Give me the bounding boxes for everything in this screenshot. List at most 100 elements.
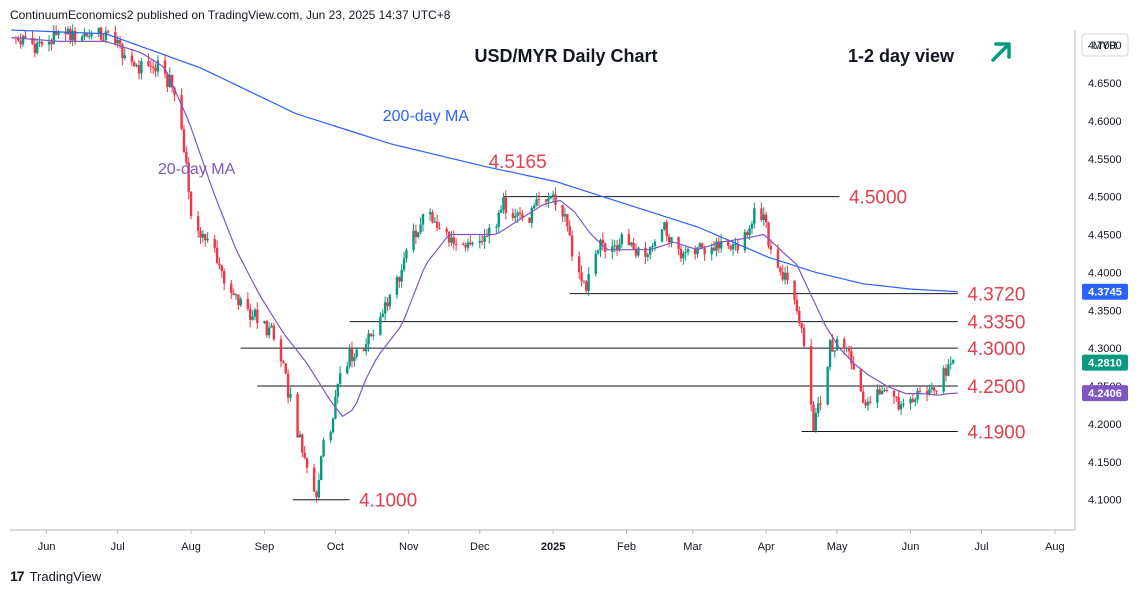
candle-body (251, 316, 254, 320)
candle-body (495, 226, 498, 228)
level-label: 4.5000 (849, 188, 907, 209)
level-label: 4.3000 (967, 339, 1025, 360)
candle-body (445, 228, 448, 232)
candle-body (116, 40, 119, 44)
y-tick-label: 4.7000 (1088, 40, 1122, 52)
y-tick-label: 4.4000 (1088, 267, 1122, 279)
candle-body (303, 452, 306, 458)
candle-body (123, 55, 126, 59)
candle-body (693, 249, 697, 255)
level-label: 4.3350 (967, 313, 1025, 334)
candle-body (831, 340, 834, 352)
candle-body (431, 212, 434, 223)
candle-body (454, 243, 458, 245)
chart-subtitle: 1-2 day view (848, 46, 955, 66)
candle-body (665, 222, 668, 237)
candle-body (90, 33, 93, 37)
candle-body (168, 74, 171, 87)
candle-body (547, 198, 550, 202)
y-tick-label: 4.1500 (1088, 457, 1122, 469)
chart-title: USD/MYR Daily Chart (474, 46, 657, 66)
candle-body (549, 196, 552, 199)
x-tick-label: Sep (255, 541, 275, 553)
candle-body (497, 212, 500, 227)
candle-body (33, 44, 37, 54)
candle-body (648, 246, 652, 255)
candle-body (817, 403, 820, 413)
candle-body (80, 36, 84, 41)
candle-body (528, 217, 531, 223)
candle-body (256, 309, 259, 323)
candle-body (272, 325, 276, 340)
candle-body (154, 67, 157, 72)
candle-body (746, 232, 749, 236)
y-tick-label: 4.3500 (1088, 305, 1122, 317)
candle-body (795, 299, 799, 312)
candle-body (66, 28, 70, 35)
candle-body (414, 230, 418, 237)
candle-body (731, 244, 735, 250)
candle-body (338, 373, 342, 384)
candle-body (466, 242, 470, 248)
candle-body (462, 243, 465, 246)
candle-body (372, 335, 375, 337)
candle-body (400, 269, 403, 282)
candle-body (554, 194, 557, 206)
candle-body (516, 212, 519, 216)
y-tick-label: 4.4500 (1088, 230, 1122, 242)
candle-body (381, 313, 384, 317)
candle-body (845, 347, 848, 349)
candle-body (802, 327, 806, 346)
x-tick-label: Oct (327, 541, 344, 553)
candle-body (369, 333, 373, 337)
candle-body (478, 240, 481, 243)
candle-body (703, 248, 706, 255)
candle-body (601, 239, 605, 244)
candle-body (364, 344, 368, 352)
price-badge-value: 4.2406 (1088, 388, 1122, 400)
candle-body (885, 389, 889, 391)
candle-body (883, 389, 886, 391)
candle-body (866, 401, 870, 406)
candle-body (331, 418, 335, 433)
candle-body (644, 247, 647, 257)
candle-body (140, 61, 143, 74)
candle-body (405, 250, 408, 259)
candle-body (234, 294, 238, 296)
candle-body (102, 39, 105, 41)
candle-body (587, 273, 590, 291)
candle-body (717, 241, 721, 249)
candle-body (653, 241, 657, 247)
candle-body (315, 491, 318, 498)
tradingview-brand[interactable]: TradingView (29, 568, 102, 584)
candle-body (710, 247, 713, 255)
candle-body (686, 249, 690, 253)
candle-body (196, 216, 200, 231)
candle-body (861, 391, 865, 403)
candle-body (263, 321, 266, 323)
candle-body (615, 245, 619, 251)
candle-body (518, 212, 522, 215)
candle-body (419, 224, 422, 233)
tradingview-logo-icon: 17 (10, 568, 25, 584)
candle-body (599, 239, 602, 251)
level-label: 4.5165 (489, 152, 547, 173)
candle-body (809, 345, 813, 405)
candle-body (305, 457, 309, 468)
candle-body (135, 64, 138, 66)
level-label: 4.1000 (359, 491, 417, 512)
candle-body (949, 363, 952, 365)
candle-body (317, 480, 321, 498)
candle-body (580, 272, 583, 281)
candle-body (812, 404, 815, 431)
price-badge-value: 4.3745 (1088, 287, 1122, 299)
candle-body (570, 235, 574, 257)
candle-body (450, 237, 453, 243)
candle-body (504, 197, 508, 213)
currency-box (1081, 33, 1129, 57)
candle-body (613, 245, 616, 247)
candle-body (170, 74, 174, 88)
candle-body (947, 364, 950, 376)
candle-body (696, 247, 699, 255)
